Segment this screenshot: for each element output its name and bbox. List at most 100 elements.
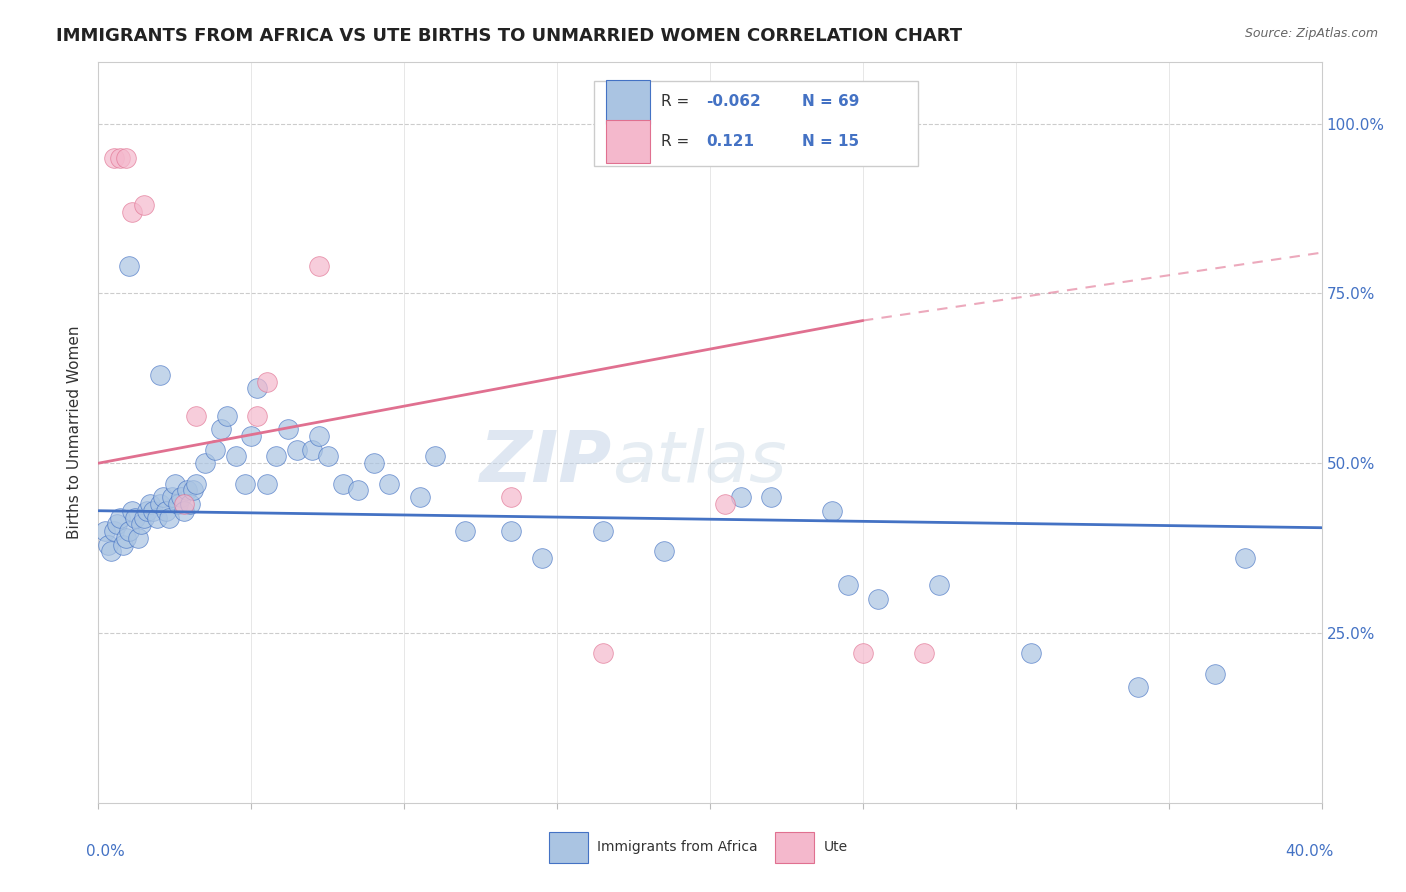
Point: [155, 504, 177, 518]
Text: 40.0%: 40.0%: [1285, 844, 1334, 858]
Point: [1128, 681, 1150, 695]
Text: Immigrants from Africa: Immigrants from Africa: [598, 840, 758, 855]
Point: [501, 490, 523, 504]
Point: [246, 382, 269, 396]
Point: [264, 450, 287, 464]
Point: [347, 483, 370, 498]
Point: [363, 456, 385, 470]
Point: [100, 544, 122, 558]
Point: [186, 476, 208, 491]
Point: [145, 510, 167, 524]
Point: [194, 456, 217, 470]
Point: [256, 476, 278, 491]
Point: [233, 476, 256, 491]
Point: [103, 524, 125, 538]
Point: [423, 450, 446, 464]
Point: [1204, 666, 1226, 681]
Point: [111, 538, 134, 552]
Point: [136, 504, 159, 518]
Point: [714, 497, 737, 511]
Y-axis label: Births to Unmarried Women: Births to Unmarried Women: [67, 326, 83, 540]
Point: [173, 504, 195, 518]
Text: ZIP: ZIP: [479, 428, 612, 497]
Point: [592, 524, 614, 538]
Point: [285, 442, 308, 457]
Text: -0.062: -0.062: [706, 95, 761, 109]
Point: [308, 429, 330, 443]
Point: [868, 592, 890, 607]
Point: [93, 524, 115, 538]
Point: [256, 375, 278, 389]
Point: [108, 510, 131, 524]
Point: [124, 510, 146, 524]
Point: [204, 442, 226, 457]
Point: [308, 259, 330, 273]
Point: [121, 205, 143, 219]
Point: [134, 198, 156, 212]
Point: [652, 544, 675, 558]
Point: [181, 483, 204, 498]
Point: [149, 497, 172, 511]
Point: [246, 409, 269, 423]
FancyBboxPatch shape: [606, 120, 650, 163]
Text: IMMIGRANTS FROM AFRICA VS UTE BIRTHS TO UNMARRIED WOMEN CORRELATION CHART: IMMIGRANTS FROM AFRICA VS UTE BIRTHS TO …: [56, 27, 962, 45]
Point: [301, 442, 323, 457]
Point: [152, 490, 174, 504]
Text: 0.0%: 0.0%: [86, 844, 125, 858]
Point: [103, 151, 125, 165]
Point: [176, 483, 198, 498]
Point: [821, 504, 844, 518]
Point: [179, 497, 201, 511]
Point: [139, 497, 162, 511]
Point: [142, 504, 165, 518]
Point: [149, 368, 172, 382]
Point: [118, 259, 141, 273]
Point: [129, 517, 152, 532]
Point: [408, 490, 430, 504]
FancyBboxPatch shape: [606, 80, 650, 123]
Point: [332, 476, 354, 491]
Point: [225, 450, 247, 464]
Point: [170, 490, 193, 504]
Point: [157, 510, 180, 524]
Point: [1234, 551, 1257, 566]
Point: [928, 578, 950, 592]
Point: [167, 497, 190, 511]
Point: [378, 476, 401, 491]
Point: [127, 531, 149, 545]
Point: [173, 497, 195, 511]
Point: [115, 151, 138, 165]
Point: [163, 476, 186, 491]
Point: [501, 524, 523, 538]
Point: [761, 490, 783, 504]
Point: [240, 429, 263, 443]
Point: [160, 490, 183, 504]
Point: [105, 517, 128, 532]
Point: [186, 409, 208, 423]
Point: [530, 551, 553, 566]
Point: [730, 490, 752, 504]
Point: [134, 510, 156, 524]
Text: N = 69: N = 69: [801, 95, 859, 109]
FancyBboxPatch shape: [593, 81, 918, 166]
Point: [316, 450, 339, 464]
Point: [852, 646, 875, 660]
Point: [215, 409, 238, 423]
Text: R =: R =: [661, 134, 695, 149]
Point: [118, 524, 141, 538]
Text: N = 15: N = 15: [801, 134, 859, 149]
Point: [209, 422, 232, 436]
Point: [454, 524, 477, 538]
Point: [97, 538, 120, 552]
Point: [1019, 646, 1042, 660]
Point: [912, 646, 935, 660]
Text: atlas: atlas: [612, 428, 787, 497]
FancyBboxPatch shape: [548, 831, 588, 863]
Text: Ute: Ute: [824, 840, 848, 855]
Point: [121, 504, 143, 518]
Text: R =: R =: [661, 95, 695, 109]
FancyBboxPatch shape: [775, 831, 814, 863]
Point: [115, 531, 138, 545]
Point: [277, 422, 299, 436]
Point: [837, 578, 859, 592]
